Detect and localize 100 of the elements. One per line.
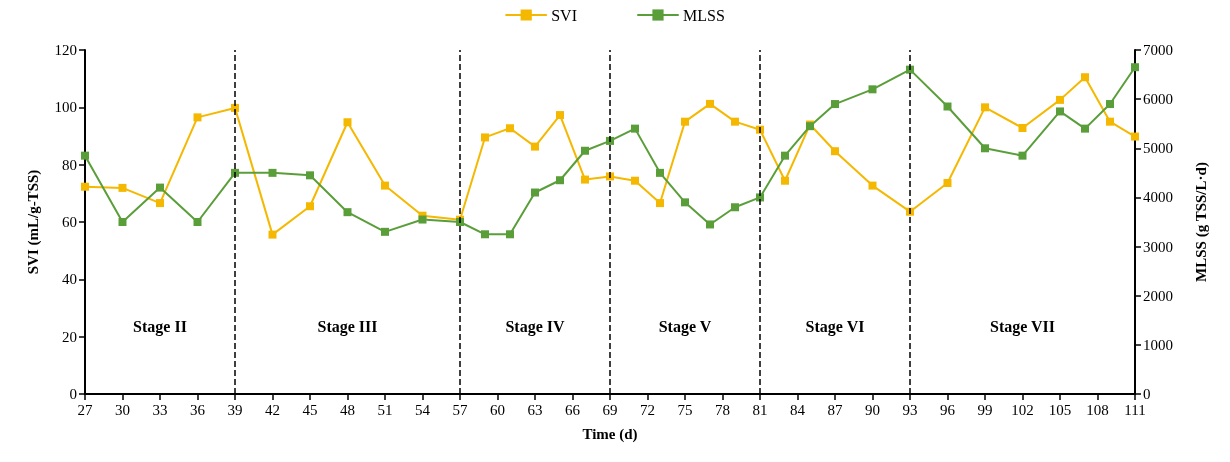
y2-tick-label: 0 (1143, 386, 1151, 402)
point (193, 218, 202, 226)
annotation: Stage IV (505, 317, 565, 336)
y2-tick-label: 5000 (1143, 140, 1173, 157)
point (631, 176, 639, 185)
point (481, 133, 489, 142)
point (1081, 73, 1089, 82)
point (981, 103, 989, 112)
point (531, 188, 539, 197)
point (831, 147, 839, 156)
y-tick-label: 40 (62, 271, 77, 288)
point (781, 151, 789, 160)
point (631, 124, 639, 133)
point (681, 117, 689, 126)
point (1106, 100, 1114, 109)
x-tick-label: 90 (865, 401, 880, 418)
x-tick-label: 45 (302, 401, 318, 418)
x-tick-label: 93 (902, 401, 918, 418)
x-tick-label: 66 (565, 401, 581, 418)
x-tick-label: 27 (77, 401, 93, 418)
x-tick-label: 78 (715, 401, 730, 418)
x-axis-title: Time (d) (582, 425, 638, 443)
x-tick-label: 87 (827, 401, 843, 418)
annotation: Stage V (658, 317, 712, 336)
y2-tick-label: 4000 (1143, 189, 1173, 206)
x-tick-label: 72 (640, 401, 655, 418)
point (868, 85, 877, 94)
x-tick-label: 51 (377, 401, 393, 418)
y2-tick-label: 3000 (1143, 238, 1173, 255)
point (381, 181, 389, 190)
annotation: Stage VI (805, 317, 865, 336)
x-tick-label: 54 (415, 401, 431, 418)
y-tick-label: 20 (62, 328, 77, 345)
x-tick-label: 33 (152, 401, 168, 418)
point (706, 220, 714, 229)
point (531, 142, 539, 151)
y-axis-title: SVI (mL/g-TSS) (24, 169, 42, 275)
point (81, 151, 89, 160)
point (1018, 123, 1027, 132)
point (156, 199, 164, 208)
point (118, 218, 127, 226)
point (343, 208, 352, 217)
y2-tick-label: 7000 (1143, 42, 1173, 58)
point (506, 124, 514, 133)
y2-tick-label: 2000 (1143, 287, 1173, 304)
point (306, 202, 314, 211)
point (731, 203, 739, 212)
point (1131, 63, 1139, 72)
point (343, 118, 352, 127)
x-tick-label: 36 (190, 401, 206, 418)
y2-axis-title: MLSS (g TSS/L·d) (1192, 162, 1210, 282)
point (581, 146, 589, 155)
y-tick-label: 0 (69, 386, 77, 402)
point (481, 230, 489, 239)
point (1056, 95, 1064, 104)
point (656, 168, 664, 177)
y-tick-label: 100 (54, 99, 77, 116)
point (1056, 107, 1064, 116)
x-tick-label: 30 (115, 401, 130, 418)
y-tick-label: 120 (54, 42, 77, 58)
x-tick-label: 96 (940, 401, 956, 418)
point (418, 215, 427, 224)
point (943, 102, 952, 111)
point (781, 176, 789, 185)
annotation: Stage II (133, 317, 187, 336)
point (1131, 132, 1139, 141)
legend-label: MLSS (682, 6, 725, 24)
x-tick-label: 105 (1048, 401, 1072, 418)
x-tick-label: 99 (977, 401, 993, 418)
point (981, 144, 989, 153)
legend-label: SVI (551, 6, 577, 24)
x-tick-label: 39 (227, 401, 243, 418)
x-tick-label: 63 (527, 401, 543, 418)
point (268, 230, 277, 239)
point (731, 117, 739, 126)
point (681, 198, 689, 207)
point (381, 227, 389, 236)
x-tick-label: 75 (677, 401, 693, 418)
x-tick-label: 108 (1086, 401, 1109, 418)
x-tick-label: 111 (1124, 401, 1146, 418)
x-tick-label: 102 (1011, 401, 1034, 418)
point (506, 230, 514, 239)
y2-tick-label: 6000 (1143, 91, 1173, 108)
point (306, 171, 314, 180)
y2-tick-label: 1000 (1143, 336, 1173, 353)
x-tick-label: 57 (452, 401, 468, 418)
y-tick-label: 60 (62, 214, 77, 230)
x-tick-label: 42 (265, 401, 280, 418)
point (706, 99, 714, 108)
point (656, 199, 664, 208)
point (268, 168, 277, 177)
x-tick-label: 81 (752, 401, 768, 418)
point (118, 183, 127, 192)
point (831, 100, 839, 109)
point (943, 179, 952, 188)
annotation: Stage VII (989, 317, 1056, 336)
point (156, 183, 164, 192)
point (556, 176, 564, 185)
point (556, 111, 564, 120)
x-tick-label: 60 (490, 401, 505, 418)
